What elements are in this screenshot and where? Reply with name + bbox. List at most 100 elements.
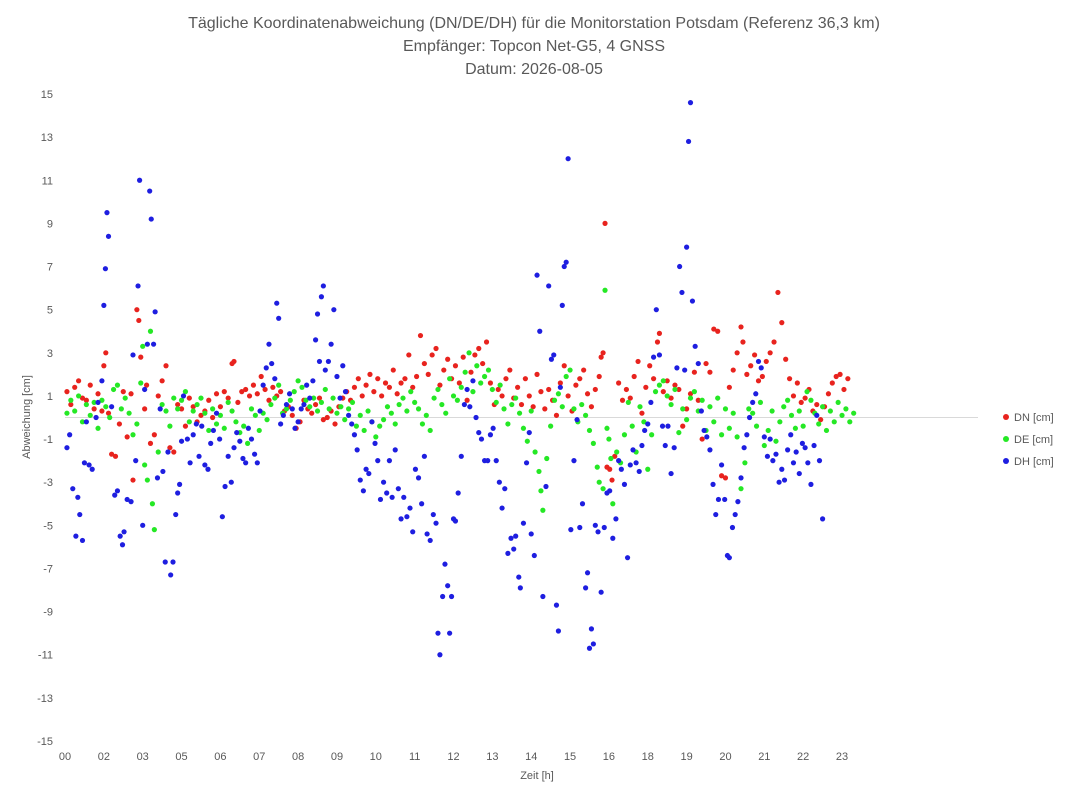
data-point [612, 453, 618, 459]
data-point [633, 460, 639, 466]
data-point [630, 447, 636, 453]
data-point [349, 421, 355, 427]
data-point [823, 427, 830, 434]
data-point [167, 423, 173, 429]
data-point [680, 406, 686, 412]
data-point [64, 410, 70, 416]
data-point [437, 652, 443, 658]
data-point [173, 511, 179, 518]
data-point [75, 393, 82, 399]
data-point [342, 417, 348, 423]
data-point [707, 447, 713, 453]
data-point [241, 423, 247, 429]
data-point [175, 401, 181, 408]
data-point [750, 399, 756, 406]
data-point [79, 537, 86, 544]
data-point [452, 363, 459, 369]
data-point [168, 572, 174, 578]
data-point [318, 399, 325, 406]
data-point [652, 389, 659, 395]
data-point [726, 555, 732, 561]
data-point [601, 524, 607, 531]
data-point [193, 421, 199, 427]
data-point [77, 511, 83, 518]
data-point [534, 371, 540, 377]
data-point [99, 397, 105, 403]
data-point [272, 395, 278, 401]
data-point [579, 501, 586, 507]
data-point [258, 373, 264, 380]
legend-label: DH [cm] [1014, 456, 1054, 468]
data-point [394, 391, 400, 397]
data-point [251, 451, 258, 457]
data-point [531, 552, 537, 559]
data-point [546, 283, 552, 289]
data-point [816, 458, 823, 464]
data-point [636, 468, 642, 475]
data-point [122, 395, 128, 401]
data-point [758, 365, 764, 371]
data-point [142, 386, 148, 393]
data-point [542, 406, 548, 412]
data-point [538, 488, 544, 494]
data-point [470, 389, 476, 395]
series-1 [64, 287, 857, 533]
data-point [151, 432, 157, 438]
x-tick-label: 19 [680, 751, 692, 763]
data-point [464, 386, 470, 393]
data-point [786, 376, 793, 382]
data-point [499, 393, 505, 399]
data-point [351, 384, 358, 390]
data-point [692, 343, 698, 349]
data-point [355, 376, 361, 382]
data-point [538, 389, 544, 395]
data-point [190, 404, 196, 410]
data-point [295, 378, 301, 384]
data-point [520, 425, 527, 431]
data-point [476, 345, 482, 352]
data-point [660, 389, 666, 395]
data-point [781, 477, 788, 483]
data-point [291, 389, 297, 395]
data-point [206, 397, 212, 403]
data-point [561, 363, 567, 369]
data-point [120, 389, 126, 395]
data-point [656, 382, 663, 388]
data-point [154, 475, 161, 481]
data-point [182, 389, 189, 395]
data-point [677, 263, 683, 270]
data-point [99, 378, 105, 384]
data-point [777, 419, 783, 425]
data-point [143, 382, 150, 388]
data-point [837, 371, 843, 377]
data-point [349, 399, 356, 406]
data-point [631, 373, 637, 380]
data-point [770, 458, 776, 464]
x-tick-label: 03 [137, 751, 149, 763]
data-point [112, 453, 119, 459]
data-point [406, 352, 412, 358]
data-point [602, 220, 608, 226]
data-point [458, 384, 464, 390]
data-point [396, 401, 402, 408]
data-point [135, 283, 141, 289]
data-point [734, 434, 740, 440]
data-point [513, 533, 519, 539]
data-point [528, 531, 534, 537]
data-point [314, 408, 321, 414]
y-tick-label: 9 [47, 218, 53, 230]
data-point [225, 395, 231, 401]
data-point [414, 373, 420, 380]
data-point [656, 330, 663, 336]
y-tick-label: 3 [47, 348, 53, 360]
data-point [112, 492, 118, 498]
data-point [579, 401, 585, 408]
data-point [384, 404, 391, 410]
data-point [147, 328, 154, 334]
data-point [130, 477, 136, 483]
data-point [237, 438, 243, 444]
data-points [64, 100, 857, 658]
data-point [565, 156, 571, 162]
data-point [607, 466, 613, 472]
data-point [710, 481, 716, 487]
